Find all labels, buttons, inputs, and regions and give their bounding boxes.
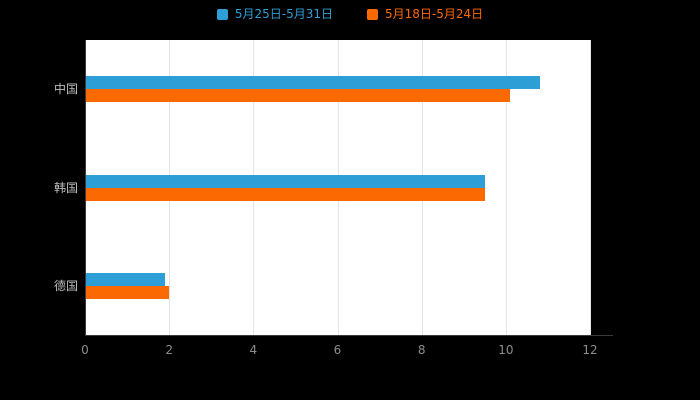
x-tick-label: 12 xyxy=(582,343,598,357)
category-label: 德国 xyxy=(53,278,78,293)
x-axis-line xyxy=(85,335,613,336)
legend-item-series-0[interactable]: 5月25日-5月31日 xyxy=(216,7,333,21)
chart-legend: 5月25日-5月31日 5月18日-5月24日 xyxy=(0,8,700,20)
legend-label: 5月18日-5月24日 xyxy=(385,7,484,21)
x-tick-label: 0 xyxy=(81,343,89,357)
legend-swatch-icon xyxy=(216,8,228,20)
bar-series-1-cat-1 xyxy=(85,187,485,201)
x-tick-label: 6 xyxy=(333,343,342,357)
gridline xyxy=(590,40,591,335)
x-tick-label: 4 xyxy=(249,343,258,357)
y-axis-line xyxy=(85,40,86,336)
category-label: 中国 xyxy=(53,82,78,97)
legend-swatch-icon xyxy=(367,8,378,20)
bar-series-0-cat-1 xyxy=(85,174,485,188)
category-label: 韩国 xyxy=(53,180,78,195)
bar-series-1-cat-0 xyxy=(85,89,511,103)
legend-label: 5月25日-5月31日 xyxy=(234,7,333,21)
x-tick-label: 2 xyxy=(165,343,173,357)
x-tick-label: 10 xyxy=(498,343,514,357)
plot-area xyxy=(85,40,591,335)
bar-series-0-cat-0 xyxy=(85,76,540,90)
gridline xyxy=(505,40,507,335)
bar-series-1-cat-2 xyxy=(85,285,170,299)
legend-item-series-1[interactable]: 5月18日-5月24日 xyxy=(367,8,483,20)
x-tick-label: 8 xyxy=(417,343,426,357)
bar-series-0-cat-2 xyxy=(85,272,165,286)
